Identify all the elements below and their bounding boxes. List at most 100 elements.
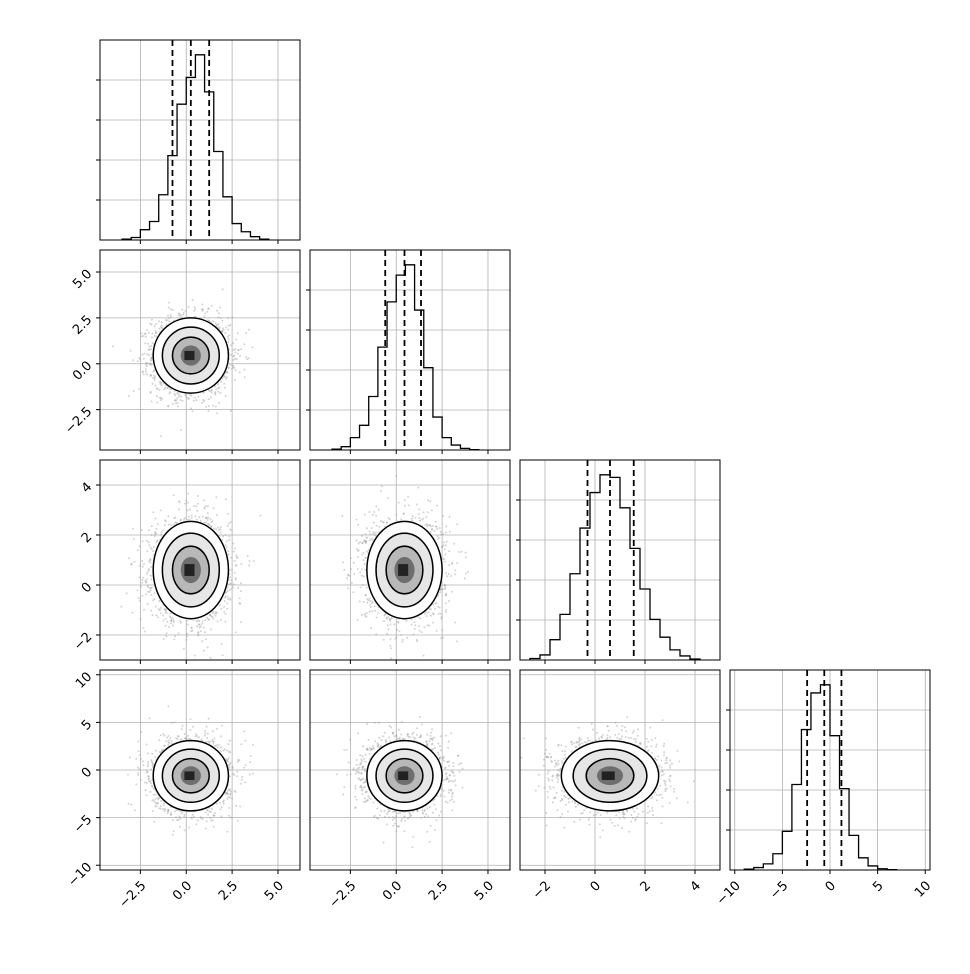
scatter-point xyxy=(203,499,205,501)
scatter-point xyxy=(227,590,229,592)
scatter-point xyxy=(234,548,236,550)
scatter-point xyxy=(162,529,164,531)
scatter-point xyxy=(145,368,147,370)
scatter-point xyxy=(216,514,218,516)
scatter-point xyxy=(243,369,245,371)
scatter-point xyxy=(185,499,187,501)
scatter-point xyxy=(226,546,228,548)
scatter-point xyxy=(148,541,150,543)
scatter-point xyxy=(137,360,139,362)
scatter-point xyxy=(439,591,441,593)
scatter-point xyxy=(225,332,227,334)
scatter-point xyxy=(148,569,150,571)
scatter-point xyxy=(205,505,207,507)
scatter-point xyxy=(165,618,167,620)
scatter-point xyxy=(232,586,234,588)
scatter-point xyxy=(172,309,174,311)
scatter-point xyxy=(144,631,146,633)
scatter-point xyxy=(173,620,175,622)
scatter-point xyxy=(207,519,209,521)
scatter-point xyxy=(189,509,191,511)
scatter-point xyxy=(215,406,217,408)
scatter-point xyxy=(377,612,379,614)
scatter-point xyxy=(423,511,425,513)
scatter-point xyxy=(373,522,375,524)
scatter-point xyxy=(166,632,168,634)
scatter-point xyxy=(187,509,189,511)
scatter-point xyxy=(170,316,172,318)
scatter-point xyxy=(137,589,139,591)
panel-frame xyxy=(100,40,300,240)
scatter-point xyxy=(155,518,157,520)
scatter-point xyxy=(207,517,209,519)
scatter-point xyxy=(197,495,199,497)
scatter-point xyxy=(229,597,231,599)
scatter-point xyxy=(215,528,217,530)
scatter-point xyxy=(191,515,193,517)
scatter-point xyxy=(142,540,144,542)
scatter-point xyxy=(188,306,190,308)
scatter-point xyxy=(223,329,225,331)
scatter-point xyxy=(217,384,219,386)
scatter-point xyxy=(216,310,218,312)
scatter-point xyxy=(148,354,150,356)
scatter-point xyxy=(168,320,170,322)
histogram-param-4 xyxy=(744,685,896,870)
scatter-point xyxy=(190,630,192,632)
scatter-point xyxy=(184,503,186,505)
scatter-point xyxy=(402,639,404,641)
scatter-point xyxy=(218,312,220,314)
scatter-point xyxy=(215,388,217,390)
scatter-point xyxy=(218,402,220,404)
scatter-point xyxy=(245,332,247,334)
scatter-point xyxy=(155,605,157,607)
scatter-point xyxy=(207,512,209,514)
scatter-point xyxy=(152,599,154,601)
scatter-point xyxy=(240,582,242,584)
scatter-point xyxy=(160,607,162,609)
scatter-point xyxy=(240,621,242,623)
scatter-point xyxy=(146,353,148,355)
scatter-point xyxy=(233,551,235,553)
scatter-point xyxy=(228,535,230,537)
scatter-point xyxy=(217,620,219,622)
scatter-point xyxy=(406,637,408,639)
histogram-param-1 xyxy=(122,55,269,240)
scatter-point xyxy=(177,406,179,408)
scatter-point xyxy=(168,317,170,319)
scatter-point xyxy=(237,332,239,334)
scatter-point xyxy=(133,538,135,540)
scatter-point xyxy=(230,354,232,356)
scatter-point xyxy=(193,400,195,402)
scatter-point xyxy=(231,569,233,571)
scatter-point xyxy=(155,330,157,332)
scatter-point xyxy=(172,617,174,619)
scatter-point xyxy=(154,379,156,381)
scatter-point xyxy=(214,392,216,394)
scatter-point xyxy=(145,336,147,338)
scatter-point xyxy=(165,319,167,321)
scatter-point xyxy=(227,513,229,515)
scatter-points-3-2 xyxy=(341,475,469,659)
scatter-points-3-1 xyxy=(120,493,261,659)
scatter-point xyxy=(157,388,159,390)
scatter-point xyxy=(217,387,219,389)
scatter-point xyxy=(436,505,438,507)
scatter-point xyxy=(147,586,149,588)
scatter-point xyxy=(210,628,212,630)
scatter-point xyxy=(144,580,146,582)
scatter-point xyxy=(132,528,134,530)
scatter-point xyxy=(237,349,239,351)
scatter-point xyxy=(187,493,189,495)
scatter-point xyxy=(168,307,170,309)
scatter-point xyxy=(228,539,230,541)
scatter-point xyxy=(220,381,222,383)
scatter-point xyxy=(235,339,237,341)
scatter-point xyxy=(224,376,226,378)
scatter-point xyxy=(180,622,182,624)
scatter-point xyxy=(149,346,151,348)
scatter-point xyxy=(225,498,227,500)
scatter-point xyxy=(230,410,232,412)
scatter-point xyxy=(155,323,157,325)
scatter-point xyxy=(182,400,184,402)
